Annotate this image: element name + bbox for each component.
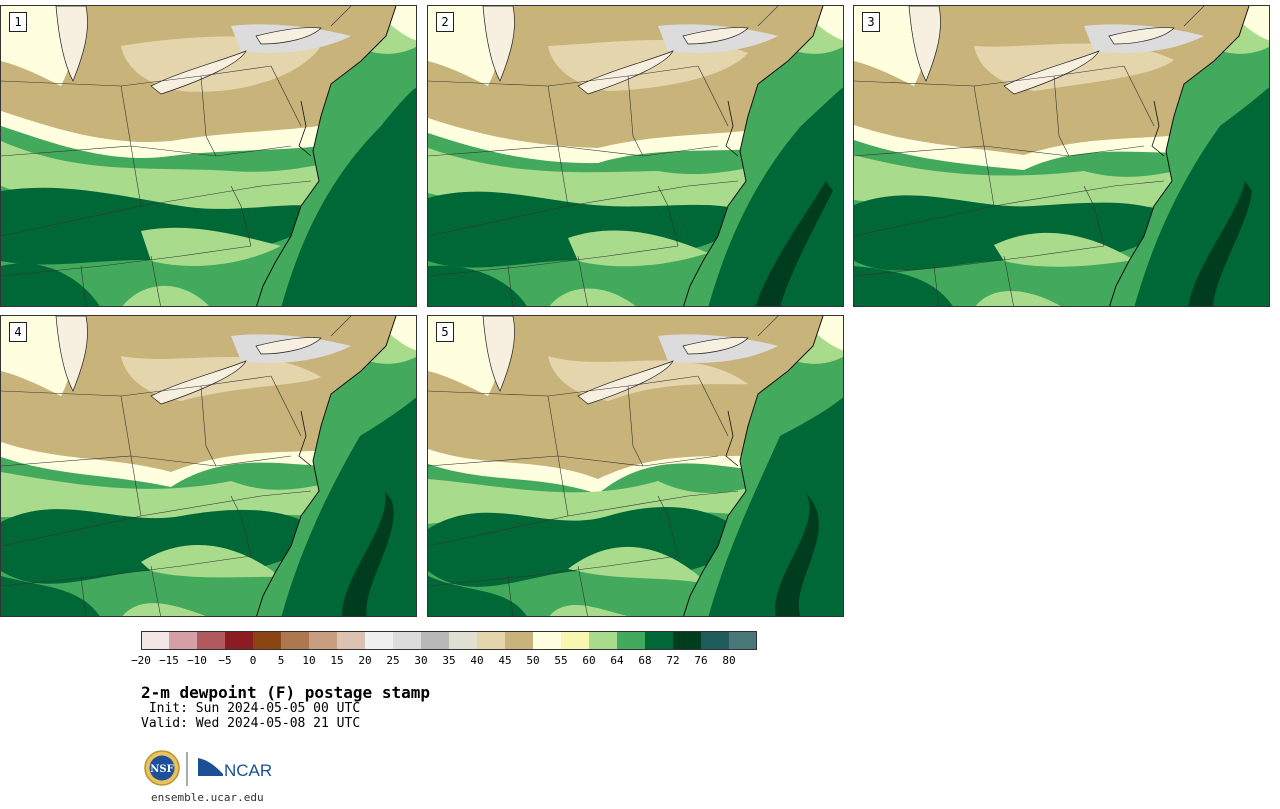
colorbar-swatch <box>253 632 281 649</box>
ncar-logo-text: NCAR <box>224 761 272 780</box>
colorbar-tick-label: −5 <box>218 654 232 667</box>
panel-label: 1 <box>9 12 27 32</box>
panel-label: 5 <box>436 322 454 342</box>
colorbar-swatch <box>589 632 617 649</box>
colorbar-tick-label: −20 <box>131 654 151 667</box>
colorbar-swatch <box>421 632 449 649</box>
map-panel-5[interactable]: 5 <box>427 315 844 617</box>
colorbar-swatch <box>533 632 561 649</box>
colorbar-tick-label: 0 <box>249 654 257 667</box>
colorbar-tick-label: 72 <box>666 654 680 667</box>
colorbar-swatch <box>365 632 393 649</box>
dewpoint-map-3 <box>854 6 1269 306</box>
footer-url: ensemble.ucar.edu <box>151 791 264 804</box>
map-panel-2[interactable]: 2 <box>427 5 844 307</box>
colorbar-swatch <box>281 632 309 649</box>
colorbar-tick-label: 35 <box>442 654 456 667</box>
colorbar-tick-label: 40 <box>470 654 484 667</box>
colorbar-tick-label: 76 <box>694 654 708 667</box>
colorbar-swatch <box>393 632 421 649</box>
colorbar-tick-label: 20 <box>358 654 372 667</box>
colorbar-swatch <box>729 632 757 649</box>
colorbar-swatch <box>225 632 253 649</box>
colorbar-swatch <box>309 632 337 649</box>
init-time: Init: Sun 2024-05-05 00 UTC <box>141 701 361 716</box>
colorbar-swatch <box>449 632 477 649</box>
colorbar-tick-label: 80 <box>722 654 736 667</box>
dewpoint-map-4 <box>1 316 416 616</box>
colorbar-tick-label: 25 <box>386 654 400 667</box>
colorbar-tick-label: 5 <box>277 654 285 667</box>
chart-title: 2-m dewpoint (F) postage stamp <box>141 683 430 702</box>
nsf-logo-text: NSF <box>150 764 173 775</box>
colorbar-tick-label: 45 <box>498 654 512 667</box>
colorbar-tick-label: 64 <box>610 654 624 667</box>
ncar-logo-icon: NCAR <box>198 758 272 780</box>
logos: NSF NCAR <box>144 750 272 786</box>
colorbar-swatch <box>169 632 197 649</box>
map-panel-1[interactable]: 1 <box>0 5 417 307</box>
colorbar-swatch <box>141 632 169 649</box>
colorbar-tick-label: −15 <box>159 654 179 667</box>
colorbar-swatch <box>673 632 701 649</box>
colorbar-swatch <box>505 632 533 649</box>
dewpoint-map-2 <box>428 6 843 306</box>
valid-time: Valid: Wed 2024-05-08 21 UTC <box>141 716 361 731</box>
colorbar-swatch <box>561 632 589 649</box>
colorbar-swatch <box>337 632 365 649</box>
colorbar-swatch <box>477 632 505 649</box>
colorbar-swatch <box>701 632 729 649</box>
colorbar-swatch <box>617 632 645 649</box>
colorbar-tick-label: 10 <box>302 654 316 667</box>
colorbar-tick-label: 50 <box>526 654 540 667</box>
panel-label: 3 <box>862 12 880 32</box>
panel-label: 4 <box>9 322 27 342</box>
colorbar-tick-label: −10 <box>187 654 207 667</box>
colorbar-swatch <box>197 632 225 649</box>
colorbar-tick-label: 60 <box>582 654 596 667</box>
colorbar-tick-label: 15 <box>330 654 344 667</box>
map-panel-4[interactable]: 4 <box>0 315 417 617</box>
colorbar-tick-label: 55 <box>554 654 568 667</box>
colorbar-swatch <box>645 632 673 649</box>
colorbar <box>141 631 757 650</box>
map-panel-3[interactable]: 3 <box>853 5 1270 307</box>
panel-label: 2 <box>436 12 454 32</box>
colorbar-tick-label: 30 <box>414 654 428 667</box>
colorbar-tick-label: 68 <box>638 654 652 667</box>
dewpoint-map-1 <box>1 6 416 306</box>
dewpoint-map-5 <box>428 316 843 616</box>
nsf-logo-icon: NSF <box>144 750 180 786</box>
